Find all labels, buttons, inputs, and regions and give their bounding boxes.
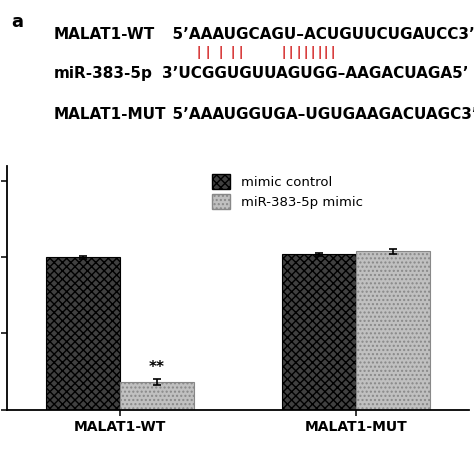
Text: |: | [324, 46, 328, 59]
Text: |: | [238, 46, 243, 59]
Bar [356, 252, 430, 410]
Text: **: ** [149, 360, 165, 374]
Text: a: a [12, 13, 24, 31]
Text: 3’UCGGUGUUAGUGG–AAGACUAGA5’: 3’UCGGUGUUAGUGG–AAGACUAGA5’ [162, 66, 468, 81]
Bar [120, 382, 194, 410]
Text: |: | [296, 46, 301, 59]
Text: |: | [205, 46, 210, 59]
Text: 5’AAAUGGUGA–UGUGAAGACUAGC3’: 5’AAAUGGUGA–UGUGAAGACUAGC3’ [162, 108, 474, 122]
Text: |: | [282, 46, 286, 59]
Text: MALAT1-MUT: MALAT1-MUT [53, 108, 166, 122]
Text: |: | [218, 46, 222, 59]
Text: 5’AAAUGCAGU–ACUGUUCUGAUCC3’: 5’AAAUGCAGU–ACUGUUCUGAUCC3’ [162, 27, 474, 42]
Bar [283, 254, 356, 410]
Text: miR-383-5p: miR-383-5p [53, 66, 152, 81]
Legend: mimic control, miR-383-5p mimic: mimic control, miR-383-5p mimic [208, 171, 367, 213]
Text: |: | [318, 46, 322, 59]
Text: |: | [230, 46, 235, 59]
Text: |: | [330, 46, 335, 59]
Bar [46, 257, 120, 410]
Text: |: | [310, 46, 315, 59]
Text: |: | [289, 46, 293, 59]
Text: |: | [197, 46, 201, 59]
Text: |: | [303, 46, 308, 59]
Text: MALAT1-WT: MALAT1-WT [53, 27, 155, 42]
